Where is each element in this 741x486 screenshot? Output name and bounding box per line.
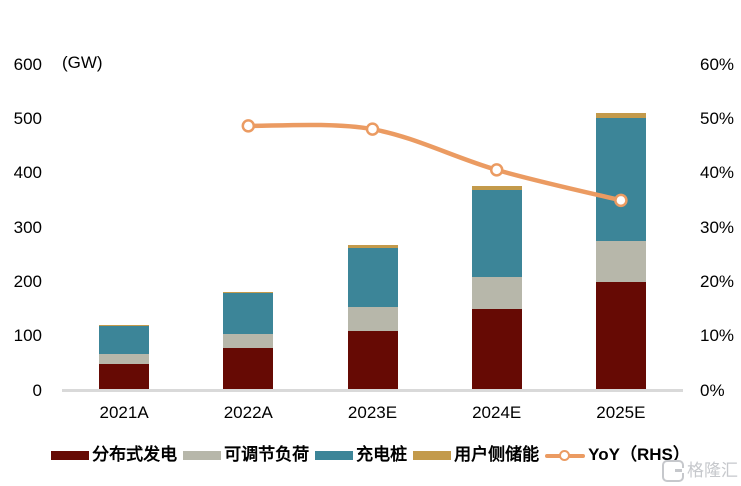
left-axis-tick-label: 500: [13, 108, 42, 128]
bar-segment-2023E-分布式发电: [347, 330, 398, 391]
yoy-marker: [241, 119, 256, 133]
right-axis-tick-label: 50%: [700, 108, 735, 128]
legend-swatch-icon: [413, 450, 452, 460]
bar-segment-2024E-充电桩: [471, 190, 522, 277]
bar-segment-2022A-充电桩: [223, 293, 274, 334]
legend-label: 充电桩: [356, 445, 408, 464]
x-axis-label-2025E: 2025E: [596, 403, 646, 422]
bar-segment-2022A-用户侧储能: [223, 292, 274, 294]
chart-legend: 分布式发电 可调节负荷 充电桩 用户侧储能 YoY（RHS）: [0, 444, 741, 466]
legend-item-充电桩: 充电桩: [315, 445, 407, 465]
bar-segment-2024E-用户侧储能: [471, 186, 522, 190]
bar-segment-2023E-充电桩: [347, 247, 398, 308]
bar-segment-2022A-可调节负荷: [223, 333, 274, 349]
bar-segment-2021A-分布式发电: [99, 364, 150, 391]
legend-item-yoy: YoY（RHS）: [545, 445, 690, 465]
bar-segment-2025E-可调节负荷: [595, 240, 646, 283]
right-axis-tick-label: 10%: [700, 326, 735, 346]
legend-swatch-icon: [183, 450, 222, 460]
legend-item-可调节负荷: 可调节负荷: [183, 445, 309, 465]
right-axis-tick-label: 20%: [700, 271, 735, 291]
legend-item-用户侧储能: 用户侧储能: [413, 445, 539, 465]
watermark-text: 格隆汇: [687, 461, 738, 480]
right-axis-tick-label: 40%: [700, 163, 735, 183]
left-axis-tick-label: 200: [13, 271, 42, 291]
bar-segment-2022A-分布式发电: [223, 348, 274, 391]
x-axis-label-2023E: 2023E: [347, 403, 398, 422]
bar-segment-2023E-可调节负荷: [347, 307, 398, 331]
left-axis-tick-label: 300: [13, 217, 42, 237]
gelonghui-logo-icon: [662, 460, 685, 482]
x-axis-label-2022A: 2022A: [223, 403, 273, 422]
legend-label: YoY（RHS）: [588, 445, 690, 464]
watermark: 格隆汇: [662, 460, 738, 482]
legend-label: 可调节负荷: [224, 445, 310, 464]
left-axis-tick-label: 400: [13, 163, 42, 183]
x-axis-label-2024E: 2024E: [472, 403, 522, 422]
legend-line-marker-icon: [545, 449, 586, 462]
bar-segment-2025E-分布式发电: [595, 282, 646, 391]
legend-label: 用户侧储能: [454, 445, 540, 464]
bar-segment-2025E-充电桩: [595, 118, 646, 241]
legend-swatch-icon: [315, 450, 354, 460]
bar-segment-2021A-可调节负荷: [99, 353, 150, 365]
bar-segment-2021A-用户侧储能: [99, 324, 150, 326]
left-axis-tick-label: 600: [13, 54, 42, 74]
legend-item-分布式发电: 分布式发电: [51, 445, 177, 465]
left-axis-unit-label: (GW): [62, 53, 103, 72]
legend-swatch-icon: [51, 450, 90, 460]
left-axis-tick-label: 0: [32, 380, 42, 400]
bar-segment-2024E-分布式发电: [471, 309, 522, 391]
right-axis-tick-label: 30%: [700, 217, 735, 237]
legend-label: 分布式发电: [92, 445, 178, 464]
bar-segment-2023E-用户侧储能: [347, 244, 398, 248]
yoy-marker: [489, 163, 504, 177]
right-axis-tick-label: 0%: [700, 380, 725, 400]
bar-segment-2021A-充电桩: [99, 325, 150, 354]
bar-segment-2025E-用户侧储能: [595, 112, 646, 119]
yoy-line: [246, 122, 624, 203]
x-axis-label-2021A: 2021A: [99, 403, 149, 422]
left-axis-tick-label: 100: [13, 326, 42, 346]
x-axis-baseline: [62, 389, 683, 392]
yoy-marker: [365, 122, 380, 136]
right-axis-tick-label: 60%: [700, 54, 735, 74]
bar-segment-2024E-可调节负荷: [471, 276, 522, 309]
